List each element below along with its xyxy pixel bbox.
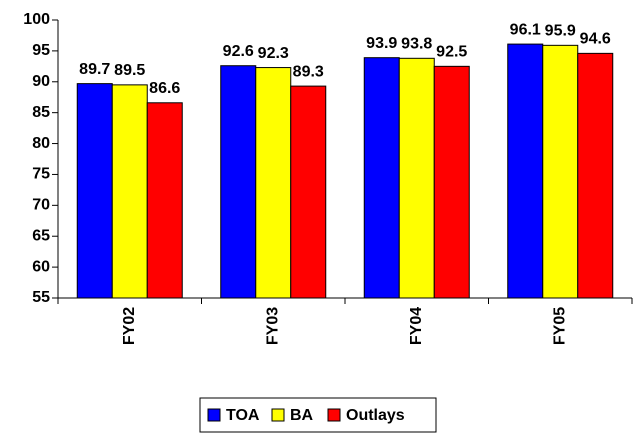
legend-swatch bbox=[271, 408, 285, 422]
legend-label: Outlays bbox=[346, 407, 405, 424]
bar bbox=[76, 83, 113, 299]
y-tick-label: 75 bbox=[32, 166, 50, 183]
data-label: 93.9 bbox=[366, 35, 397, 52]
x-tick-label: FY05 bbox=[551, 307, 568, 345]
data-label: 92.6 bbox=[223, 43, 254, 60]
bar bbox=[542, 44, 579, 299]
x-tick-label: FY03 bbox=[264, 307, 281, 345]
data-label: 93.8 bbox=[401, 36, 432, 53]
legend-label: BA bbox=[290, 407, 314, 424]
data-label: 95.9 bbox=[545, 23, 576, 40]
legend-label: TOA bbox=[226, 407, 260, 424]
data-label: 86.6 bbox=[149, 80, 180, 97]
bar bbox=[433, 65, 470, 299]
bar bbox=[363, 57, 400, 299]
y-tick-label: 55 bbox=[32, 289, 50, 306]
bar bbox=[220, 65, 257, 299]
data-label: 92.5 bbox=[436, 44, 467, 61]
y-tick-label: 85 bbox=[32, 104, 50, 121]
x-tick-label: FY04 bbox=[408, 307, 425, 345]
x-tick-label: FY02 bbox=[121, 307, 138, 345]
bar bbox=[398, 57, 435, 299]
data-label: 89.7 bbox=[79, 61, 110, 78]
y-tick-label: 90 bbox=[32, 73, 50, 90]
legend-box bbox=[199, 397, 437, 433]
bar bbox=[111, 84, 148, 299]
data-label: 89.3 bbox=[293, 63, 324, 80]
bar bbox=[290, 85, 327, 299]
data-label: 94.6 bbox=[580, 31, 611, 48]
bar bbox=[577, 52, 614, 299]
y-tick-label: 100 bbox=[23, 11, 50, 28]
data-label: 89.5 bbox=[114, 62, 145, 79]
y-tick-label: 65 bbox=[32, 227, 50, 244]
data-label: 92.3 bbox=[258, 45, 289, 62]
legend-swatch bbox=[207, 408, 221, 422]
legend-swatch bbox=[327, 408, 341, 422]
data-label: 96.1 bbox=[510, 21, 541, 38]
y-tick-label: 80 bbox=[32, 135, 50, 152]
bar bbox=[507, 43, 544, 299]
y-tick-label: 70 bbox=[32, 197, 50, 214]
bar bbox=[255, 67, 292, 299]
y-tick-label: 60 bbox=[32, 258, 50, 275]
bar bbox=[146, 102, 183, 299]
y-tick-label: 95 bbox=[32, 42, 50, 59]
